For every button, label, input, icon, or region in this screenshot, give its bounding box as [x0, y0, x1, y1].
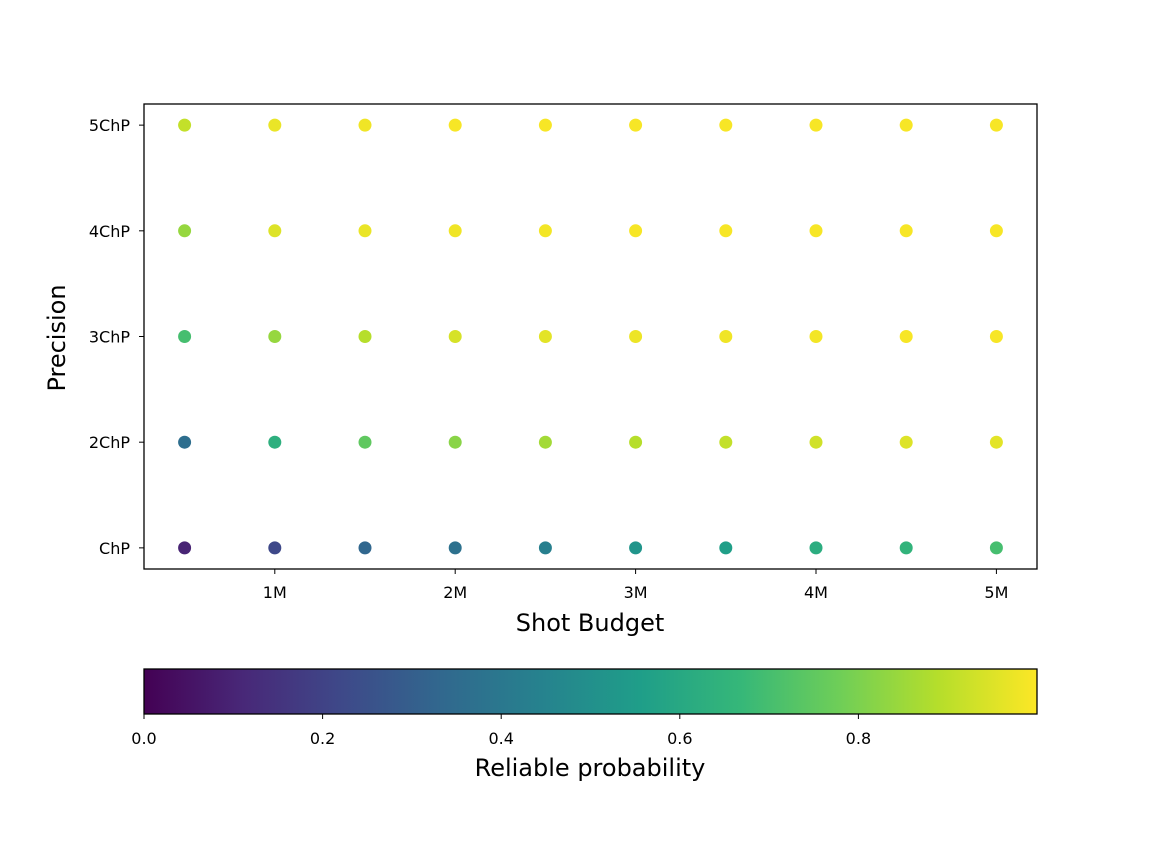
colorbar-tick-label: 0.8 [846, 729, 871, 748]
scatter-point [538, 118, 552, 132]
scatter-point [178, 330, 192, 343]
y-axis-label: Precision [43, 284, 71, 391]
scatter-point [358, 224, 372, 238]
scatter-point [989, 435, 1003, 449]
y-tick-label: 4ChP [89, 222, 130, 241]
scatter-point [358, 435, 372, 449]
scatter-point [358, 118, 372, 132]
scatter-point [448, 541, 462, 555]
scatter-point [899, 118, 913, 132]
x-tick-label: 1M [263, 583, 287, 602]
colorbar-label: Reliable probability [475, 754, 706, 782]
x-axis-label: Shot Budget [516, 609, 665, 637]
y-tick-label: 3ChP [89, 328, 130, 347]
scatter-point [178, 118, 192, 132]
scatter-point [989, 330, 1003, 343]
scatter-point [268, 435, 282, 449]
scatter-point [809, 330, 823, 343]
x-tick-label: 3M [624, 583, 648, 602]
x-tick-label: 4M [804, 583, 828, 602]
scatter-point [268, 224, 282, 238]
scatter-point [538, 541, 552, 555]
scatter-point [448, 435, 462, 449]
scatter-point [358, 541, 372, 555]
scatter-point [268, 330, 282, 343]
colorbar-ticks: 0.0 0.2 0.4 0.6 0.8 [131, 714, 871, 748]
scatter-point [629, 330, 643, 343]
x-tick-label: 2M [443, 583, 467, 602]
scatter-point [629, 435, 643, 449]
scatter-point [178, 541, 192, 555]
scatter-point [629, 118, 643, 132]
scatter-point [268, 541, 282, 555]
colorbar-tick-label: 0.6 [667, 729, 692, 748]
scatter-point [809, 224, 823, 238]
scatter-point [809, 118, 823, 132]
y-tick-label: ChP [99, 539, 130, 558]
scatter-point [719, 435, 733, 449]
scatter-point [448, 224, 462, 238]
scatter-points [178, 118, 1003, 555]
scatter-point [809, 541, 823, 555]
scatter-point [899, 541, 913, 555]
x-axis-ticks: 1M 2M 3M 4M 5M [263, 569, 1008, 602]
scatter-point [809, 435, 823, 449]
scatter-point [538, 330, 552, 343]
scatter-point [538, 435, 552, 449]
scatter-point [629, 224, 643, 238]
scatter-point [178, 224, 192, 238]
colorbar [143, 668, 1038, 715]
scatter-point [358, 330, 372, 343]
scatter-point [178, 435, 192, 449]
scatter-point [448, 118, 462, 132]
colorbar-tick-label: 0.0 [131, 729, 156, 748]
scatter-point [719, 118, 733, 132]
scatter-point [989, 118, 1003, 132]
scatter-point [719, 541, 733, 555]
scatter-point [719, 330, 733, 343]
x-tick-label: 5M [984, 583, 1008, 602]
y-tick-label: 5ChP [89, 116, 130, 135]
scatter-point [629, 541, 643, 555]
scatter-point [448, 330, 462, 343]
scatter-point [899, 435, 913, 449]
y-tick-label: 2ChP [89, 433, 130, 452]
colorbar-tick-label: 0.2 [310, 729, 335, 748]
scatter-point [899, 330, 913, 343]
scatter-point [538, 224, 552, 238]
scatter-point [989, 224, 1003, 238]
scatter-point [899, 224, 913, 238]
scatter-point [989, 541, 1003, 555]
colorbar-tick-label: 0.4 [488, 729, 513, 748]
scatter-point [268, 118, 282, 132]
scatter-point [719, 224, 733, 238]
y-axis-ticks: ChP 2ChP 3ChP 4ChP 5ChP [89, 116, 144, 558]
